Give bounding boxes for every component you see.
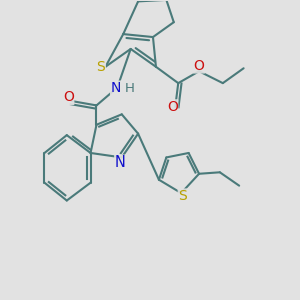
Text: S: S xyxy=(97,60,105,74)
Text: H: H xyxy=(125,82,135,95)
Text: O: O xyxy=(194,59,205,73)
Text: N: N xyxy=(111,81,121,95)
Text: N: N xyxy=(115,155,126,170)
Text: O: O xyxy=(63,90,74,104)
Text: S: S xyxy=(178,189,187,203)
Text: O: O xyxy=(167,100,178,114)
